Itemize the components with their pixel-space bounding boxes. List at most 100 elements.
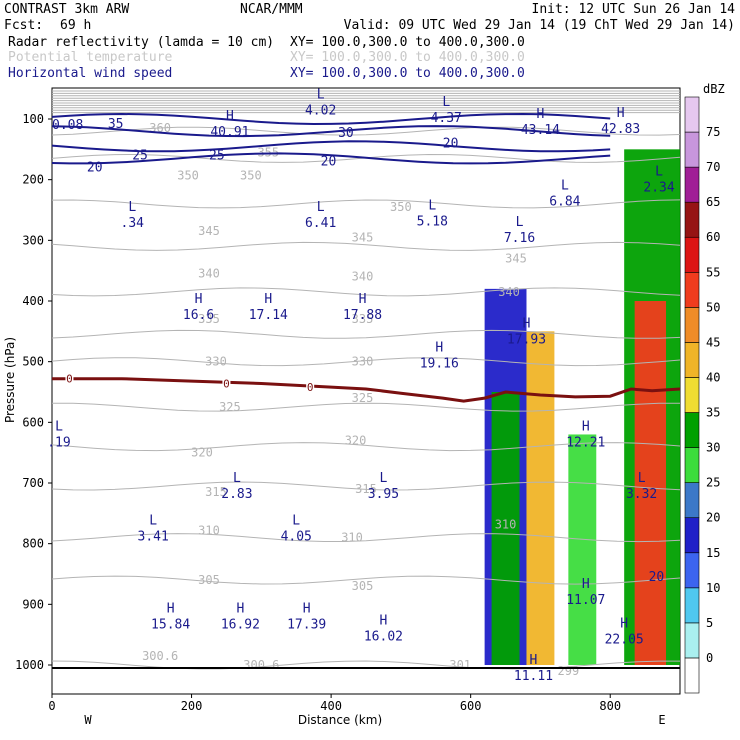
extremum-type: L (233, 471, 241, 486)
init-time: Init: 12 UTC Sun 26 Jan 14 (532, 2, 736, 17)
theta-contour-line (51, 287, 681, 297)
colorbar-swatch (684, 271, 700, 308)
extremum-value: 15.84 (151, 617, 190, 632)
x-tick-label: 800 (599, 699, 621, 713)
theta-label: 350 (390, 200, 412, 214)
field-xy-reflectivity: XY= 100.0,300.0 to 400.0,300.0 (290, 35, 525, 50)
extremum-type: H (582, 577, 590, 592)
y-tick-label: 500 (22, 355, 44, 369)
colorbar-label: 30 (706, 441, 720, 455)
extremum-value: 17.14 (249, 308, 288, 323)
extremum-type: H (530, 653, 538, 668)
extremum-value: 16.6 (183, 308, 214, 323)
freezing-level-label: 0 (307, 381, 314, 394)
colorbar-swatch (684, 342, 700, 378)
theta-label: 310 (341, 531, 363, 545)
extremum-type: H (617, 106, 625, 121)
theta-contour-line (51, 357, 681, 367)
colorbar-label: 35 (706, 406, 720, 420)
theta-contour-line (51, 402, 681, 412)
y-tick-label: 200 (22, 173, 44, 187)
extremum-type: H (582, 419, 590, 434)
extremum-type: H (359, 292, 367, 307)
extremum-value: 4.37 (431, 111, 462, 126)
extremum-type: H (303, 601, 311, 616)
field-name-theta: Potential temperature (8, 50, 173, 65)
colorbar-label: 20 (706, 511, 720, 525)
extremum-type: L (380, 471, 388, 486)
fcst-label: Fcst: (4, 18, 43, 33)
wind-label: 30 (338, 126, 354, 141)
theta-label: 315 (355, 482, 377, 496)
theta-label: 345 (198, 224, 220, 238)
extremum-type: H (264, 292, 272, 307)
wind-label: 25 (132, 148, 148, 163)
colorbar-swatch (684, 131, 700, 168)
extremum-type: L (292, 514, 300, 529)
extremum-type: L (428, 199, 436, 214)
theta-label: 320 (345, 434, 367, 448)
wind-label: 25 (209, 148, 225, 163)
theta-label: 305 (352, 579, 374, 593)
wind-label: 20 (87, 161, 103, 176)
colorbar-label: 75 (706, 125, 720, 139)
theta-label: 340 (198, 267, 220, 281)
colorbar-label: 55 (706, 265, 720, 279)
extremum-value: .34 (121, 216, 145, 231)
theta-contour-line (51, 199, 681, 209)
colorbar-label: 0 (706, 651, 713, 665)
extremum-value: 3.32 (626, 487, 657, 502)
colorbar-label: 45 (706, 335, 720, 349)
theta-label: 350 (177, 168, 199, 182)
colorbar-swatch (684, 166, 700, 203)
extremum-value: 17.39 (287, 617, 326, 632)
extremum-value: 3.41 (138, 530, 169, 545)
y-tick-label: 800 (22, 537, 44, 551)
extremum-value: 2.83 (221, 487, 252, 502)
colorbar-label: 10 (706, 581, 720, 595)
extremum-type: L (561, 179, 569, 194)
y-tick-label: 300 (22, 233, 44, 247)
colorbar-swatch (684, 377, 700, 413)
wind-contour-line (51, 140, 611, 153)
theta-label: 315 (205, 485, 227, 499)
extremum-value: 16.02 (364, 630, 403, 645)
colorbar-swatch (684, 412, 700, 448)
x-end-label-west: W (84, 713, 92, 727)
y-tick-label: 600 (22, 415, 44, 429)
theta-label: 310 (198, 523, 220, 537)
theta-label: 355 (257, 145, 279, 159)
field-xy-wind: XY= 100.0,300.0 to 400.0,300.0 (290, 66, 525, 81)
wind-label: 35 (108, 117, 124, 132)
colorbar-label: 70 (706, 160, 720, 174)
y-tick-label: 700 (22, 476, 44, 490)
wind-label: 0.08 (52, 118, 83, 133)
theta-contour-line (51, 126, 681, 136)
freezing-level: 0 0 0 (52, 372, 681, 403)
theta-contour-line (51, 481, 681, 491)
colorbar-swatch (684, 201, 700, 238)
colorbar-label: 60 (706, 230, 720, 244)
extremum-value: 4.02 (305, 104, 336, 119)
extremum-value: 11.07 (566, 593, 605, 608)
extremum-value: 3.95 (368, 487, 399, 502)
extremum-type: L (655, 165, 663, 180)
extremum-type: L (638, 471, 646, 486)
extremum-value: 5.18 (417, 215, 448, 230)
theta-label: 350 (240, 168, 262, 182)
y-axis-label: Pressure (hPa) (3, 337, 17, 423)
x-tick-label: 400 (320, 699, 342, 713)
wind-label: 20 (443, 136, 459, 151)
y-tick-label: 900 (22, 597, 44, 611)
extremum-type: L (149, 514, 157, 529)
theta-contour-line (51, 329, 681, 339)
theta-label: 300.6 (243, 658, 279, 672)
theta-label: 335 (352, 312, 374, 326)
extremum-value: 17.93 (507, 332, 546, 347)
wind-contours: 0.08 35 30 25 25 20 20 20 20 (51, 112, 664, 585)
extremum-value: 6.84 (549, 195, 580, 210)
extremum-value: 17.88 (343, 308, 382, 323)
extremum-type: H (523, 316, 531, 331)
